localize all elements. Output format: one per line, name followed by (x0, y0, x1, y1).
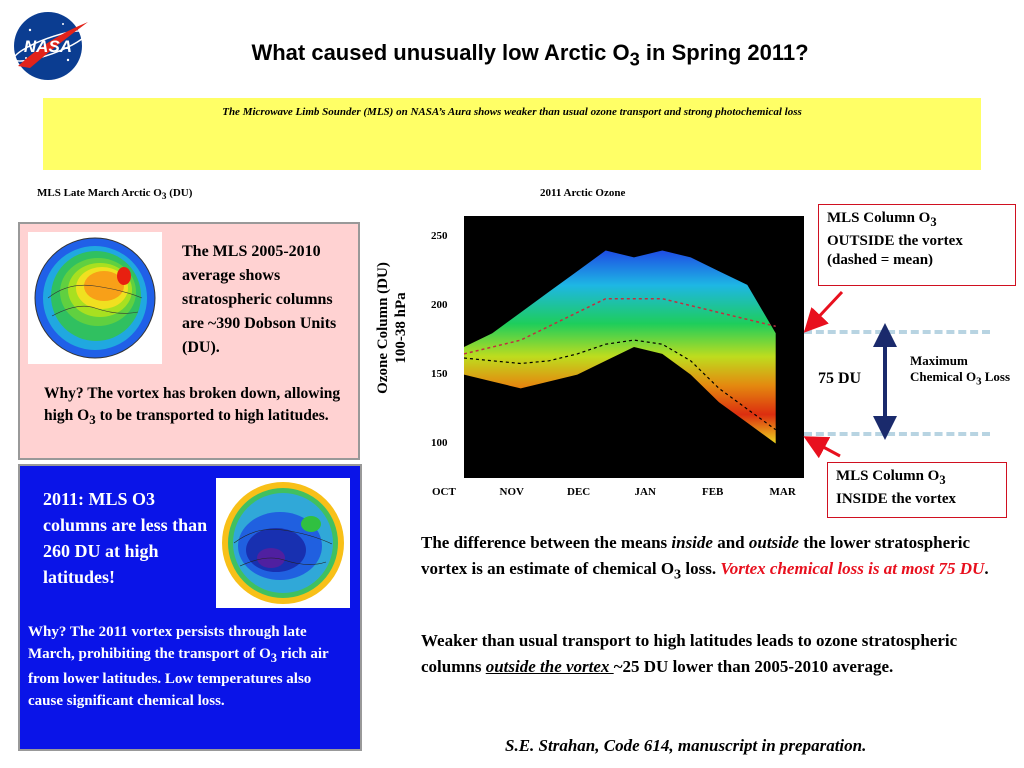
inside-label-subscript: 3 (939, 473, 946, 487)
average-explanation-text-end: to be transported to high latitudes. (95, 407, 329, 424)
chart-title: 2011 Arctic Ozone (540, 187, 626, 199)
map-caption-text: MLS Late March Arctic O (37, 187, 162, 199)
ozone-distribution-band (464, 250, 776, 444)
average-description: The MLS 2005-2010 average shows stratosp… (182, 243, 337, 356)
y-tick-label: 150 (431, 367, 448, 380)
x-tick-label: OCT (432, 486, 456, 498)
average-explanation-subscript: 3 (89, 412, 96, 428)
title-subscript: 3 (629, 48, 640, 70)
subtitle: The Microwave Limb Sounder (MLS) on NASA… (222, 106, 802, 118)
subtitle-box (43, 98, 981, 170)
p2-outside-vortex: outside the vortex (485, 657, 614, 676)
outside-label-text: MLS Column O (827, 210, 931, 226)
transport-paragraph: Weaker than usual transport to high lati… (421, 628, 1011, 680)
x-tick-label: NOV (499, 486, 524, 498)
year-2011-explanation-text: Why? The 2011 vortex persists through la… (28, 624, 307, 662)
difference-paragraph: The difference between the means inside … (421, 530, 1001, 587)
slide-title: What caused unusually low Arctic O3 in S… (110, 40, 950, 70)
author-credit: S.E. Strahan, Code 614, manuscript in pr… (505, 736, 867, 755)
title-text: What caused unusually low Arctic O (251, 40, 630, 65)
inside-label-text: MLS Column O (836, 468, 940, 484)
p1-part-d: loss. (681, 559, 721, 578)
inside-vortex-mean-line (463, 339, 777, 431)
x-tick-label: MAR (769, 486, 796, 498)
average-explanation-text: Why? The vortex has broken down, allowin… (44, 385, 341, 424)
inside-arrow (803, 436, 841, 459)
map-caption-subscript: 3 (161, 191, 167, 202)
y-tick-label: 250 (431, 229, 448, 242)
max-loss-text-end: Loss (981, 369, 1011, 384)
outside-mean-reference-line (804, 330, 990, 334)
inside-mean-reference-line (804, 432, 990, 436)
x-tick-label: FEB (702, 486, 724, 498)
p2-part-b: ~25 DU lower than 2005-2010 average. (613, 657, 894, 676)
year-2011-explanation-text-end: rich air from lower latitudes. Low tempe… (28, 645, 329, 709)
average-ozone-map (28, 232, 162, 364)
map-caption: MLS Late March Arctic O3 (DU) (37, 187, 192, 201)
p1-end: . (984, 559, 989, 578)
year-2011-ozone-map (216, 478, 350, 608)
outside-vortex-label: MLS Column O3 OUTSIDE the vortex (dashed … (818, 204, 1016, 286)
y-tick-label: 100 (431, 436, 448, 449)
average-explanation: Why? The vortex has broken down, allowin… (44, 383, 344, 431)
p1-subscript: 3 (674, 566, 682, 583)
p1-part-c: the lower stratospheric vortex is an est… (421, 533, 970, 578)
y-tick-label: 200 (431, 298, 448, 311)
svg-text:NASA: NASA (24, 37, 72, 56)
x-tick-label: DEC (567, 486, 591, 498)
nasa-logo: NASA (8, 8, 92, 84)
outside-arrow (803, 290, 844, 333)
ozone-plot-svg (463, 250, 777, 444)
max-loss-text: Maximum Chemical O (910, 353, 977, 384)
inside-label-text-end: INSIDE the vortex (836, 491, 956, 507)
p1-part-b: and (712, 533, 749, 552)
title-text-end: in Spring 2011? (639, 40, 809, 65)
max-chemical-loss-label: Maximum Chemical O3 Loss (910, 353, 1018, 390)
max-loss-subscript: 3 (976, 375, 982, 388)
outside-label-subscript: 3 (930, 215, 937, 229)
x-tick-label: JAN (634, 486, 656, 498)
outside-label-text-end: OUTSIDE the vortex (dashed = mean) (827, 233, 963, 268)
year-2011-headline: 2011: MLS O3 columns are less than 260 D… (43, 489, 208, 587)
map-caption-unit: (DU) (166, 187, 193, 199)
p1-part-a: The difference between the means (421, 533, 672, 552)
p1-outside: outside (748, 533, 799, 552)
outside-vortex-mean-line (463, 297, 776, 355)
inside-vortex-label: MLS Column O3 INSIDE the vortex (827, 462, 1007, 518)
year-2011-explanation: Why? The 2011 vortex persists through la… (28, 622, 348, 712)
p1-inside: inside (671, 533, 713, 552)
difference-value-label: 75 DU (818, 370, 862, 387)
p2-part-a: Weaker than usual transport to high lati… (421, 631, 958, 676)
year-2011-explanation-subscript: 3 (270, 650, 278, 665)
p1-conclusion: Vortex chemical loss is at most 75 DU (720, 559, 985, 578)
ozone-time-series-plot (463, 216, 804, 478)
